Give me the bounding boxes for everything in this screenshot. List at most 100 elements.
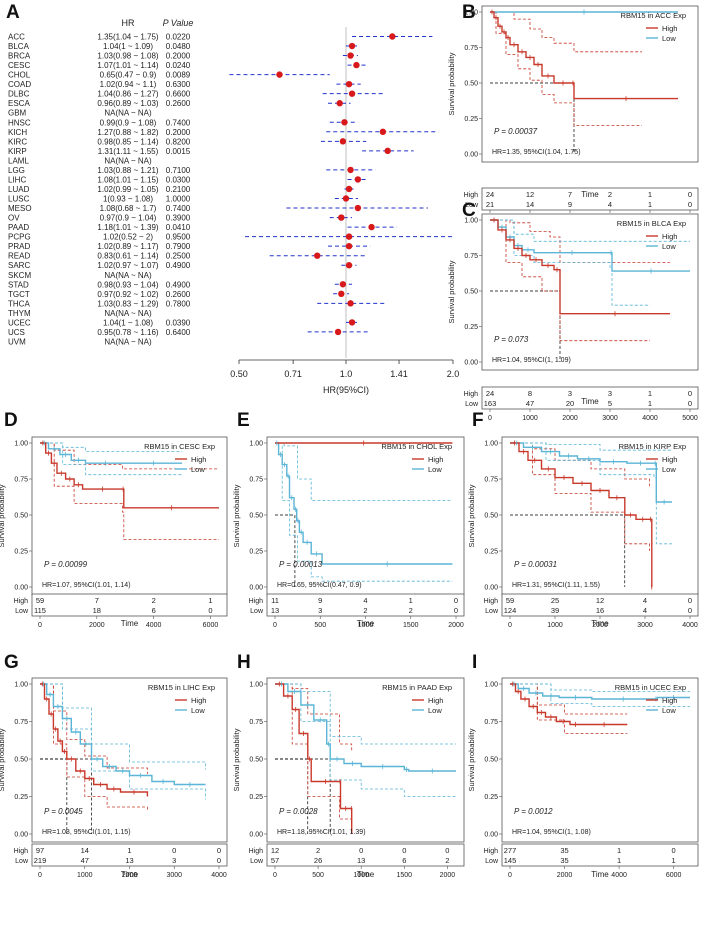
- forest-hr-point: [347, 300, 354, 307]
- km-risk-count-low: 0: [688, 606, 692, 615]
- forest-x-tick-label: 1.41: [390, 369, 408, 379]
- forest-hr-point: [389, 33, 396, 40]
- km-risk-row-label-high: High: [464, 192, 479, 199]
- km-y-tick-label: 0.50: [249, 757, 263, 764]
- km-x-tick-label: 5000: [682, 415, 698, 422]
- km-y-tick-label: 0.00: [14, 585, 28, 592]
- km-panel-c: 0.00 0.25 0.50 0.75 1.00 Survival probability…: [447, 213, 699, 422]
- km-risk-count-high: 8: [528, 389, 532, 398]
- km-risk-count-high: 14: [81, 846, 89, 855]
- km-x-tick-label: 0: [273, 622, 277, 629]
- km-y-label: Survival probability: [0, 728, 6, 791]
- km-risk-count-high: 24: [486, 190, 494, 199]
- km-risk-row-label-low: Low: [15, 608, 29, 615]
- forest-hr-point: [334, 328, 342, 336]
- km-y-tick-label: 1.00: [484, 682, 498, 689]
- forest-hr-point: [353, 61, 360, 69]
- km-p-value: P = 0.00037: [494, 127, 538, 136]
- km-risk-count-low: 21: [486, 200, 494, 209]
- forest-cancer-label: ESCA: [8, 99, 30, 108]
- forest-hr-text: 1.08(0.68 ~ 1.7): [100, 204, 157, 213]
- km-curve-high: [490, 11, 678, 100]
- forest-p-value: 0.0240: [166, 61, 191, 70]
- km-risk-count-high: 0: [688, 596, 692, 605]
- km-ci-curve-high: [490, 11, 642, 126]
- forest-p-value: 0.8200: [166, 137, 191, 146]
- forest-cancer-label: GBM: [8, 109, 27, 118]
- forest-x-tick-label: 0.71: [284, 369, 302, 379]
- forest-p-value: 0.4900: [166, 261, 191, 270]
- km-risk-count-low: 9: [568, 200, 572, 209]
- km-risk-count-high: 1: [409, 596, 413, 605]
- km-risk-row-label-low: Low: [15, 858, 29, 865]
- forest-p-value: 0.2600: [166, 99, 191, 108]
- km-x-tick-label: 4000: [146, 622, 162, 629]
- km-p-value: P = 0.0028: [279, 807, 318, 816]
- forest-hr-point: [338, 214, 345, 221]
- km-risk-count-high: 24: [486, 389, 494, 398]
- km-y-tick-label: 1.00: [249, 682, 263, 689]
- km-hr-text: HR=1.07, 95%CI(1.01, 1.14): [42, 582, 131, 589]
- forest-p-value: 0.0480: [166, 42, 191, 51]
- km-x-label: Time: [121, 619, 139, 628]
- km-ci-curve-low: [40, 442, 183, 452]
- forest-hr-text: 1.04(1 ~ 1.09): [103, 42, 153, 51]
- km-y-tick-label: 0.50: [464, 81, 478, 88]
- forest-hr-text: 0.96(0.89 ~ 1.03): [97, 99, 158, 108]
- forest-cancer-label: CHOL: [8, 71, 31, 80]
- forest-header-hr: HR: [122, 18, 135, 28]
- km-legend-high-label: High: [191, 455, 206, 464]
- forest-p-value: 0.2100: [166, 185, 191, 194]
- forest-hr-point: [345, 185, 353, 193]
- km-y-tick-label: 0.75: [464, 45, 478, 52]
- km-risk-row-label-low: Low: [250, 858, 264, 865]
- km-risk-count-low: 18: [93, 606, 101, 615]
- km-risk-table-frame: [266, 843, 465, 867]
- km-legend-low-label: Low: [662, 465, 676, 474]
- km-x-tick-label: 2000: [122, 872, 138, 879]
- forest-hr-text: 1.02(0.52 ~ 2): [103, 233, 153, 242]
- km-risk-table-frame: [481, 187, 699, 211]
- km-risk-count-high: 59: [506, 596, 514, 605]
- forest-x-tick-label: 1.0: [340, 369, 353, 379]
- forest-hr-text: 1.31(1.11 ~ 1.55): [98, 147, 159, 156]
- km-x-tick-label: 4000: [611, 872, 627, 879]
- km-y-tick-label: 0.75: [14, 719, 28, 726]
- km-risk-count-high: 0: [172, 846, 176, 855]
- forest-cancer-label: LAML: [8, 156, 29, 165]
- forest-p-value: 0.2000: [166, 128, 191, 137]
- km-risk-count-low: 3: [172, 856, 176, 865]
- km-legend-low-label: Low: [662, 706, 676, 715]
- forest-hr-text: 1.27(0.88 ~ 1.82): [97, 128, 158, 137]
- forest-hr-point: [384, 147, 391, 155]
- km-y-tick-label: 0.75: [249, 719, 263, 726]
- forest-header-p: P Value: [163, 18, 194, 28]
- forest-p-value: 0.0300: [166, 175, 191, 184]
- km-y-label: Survival probability: [232, 484, 241, 547]
- km-panel-h: 0.00 0.25 0.50 0.75 1.00 Survival probability…: [232, 677, 465, 879]
- km-legend-high-label: High: [662, 696, 677, 705]
- km-legend-low-label: Low: [191, 465, 205, 474]
- km-y-tick-label: 1.00: [249, 441, 263, 448]
- km-y-label: Survival probability: [467, 484, 476, 547]
- km-risk-count-low: 35: [560, 856, 568, 865]
- km-risk-count-low: 39: [551, 606, 559, 615]
- km-risk-count-low: 4: [643, 606, 647, 615]
- km-y-tick-label: 0.25: [464, 324, 478, 331]
- forest-hr-point: [354, 176, 362, 183]
- forest-p-value: 0.3900: [166, 214, 191, 223]
- km-risk-count-high: 0: [688, 389, 692, 398]
- km-y-tick-label: 0.75: [464, 253, 478, 260]
- km-risk-table-frame: [481, 386, 699, 410]
- km-risk-count-high: 0: [402, 846, 406, 855]
- km-risk-count-high: 4: [363, 596, 367, 605]
- km-curve-high: [510, 683, 628, 726]
- km-plot-frame: [266, 436, 465, 596]
- km-title: RBM15 in LIHC Exp: [148, 683, 215, 692]
- km-risk-count-low: 16: [596, 606, 604, 615]
- forest-p-value: 0.0015: [166, 147, 191, 156]
- km-risk-count-low: 0: [217, 856, 221, 865]
- km-y-tick-label: 0.00: [484, 585, 498, 592]
- km-risk-count-high: 0: [454, 596, 458, 605]
- forest-plot: HR P Value ACC 1.35(1.04 ~ 1.75) 0.0220 BLCA 1…: [8, 18, 459, 395]
